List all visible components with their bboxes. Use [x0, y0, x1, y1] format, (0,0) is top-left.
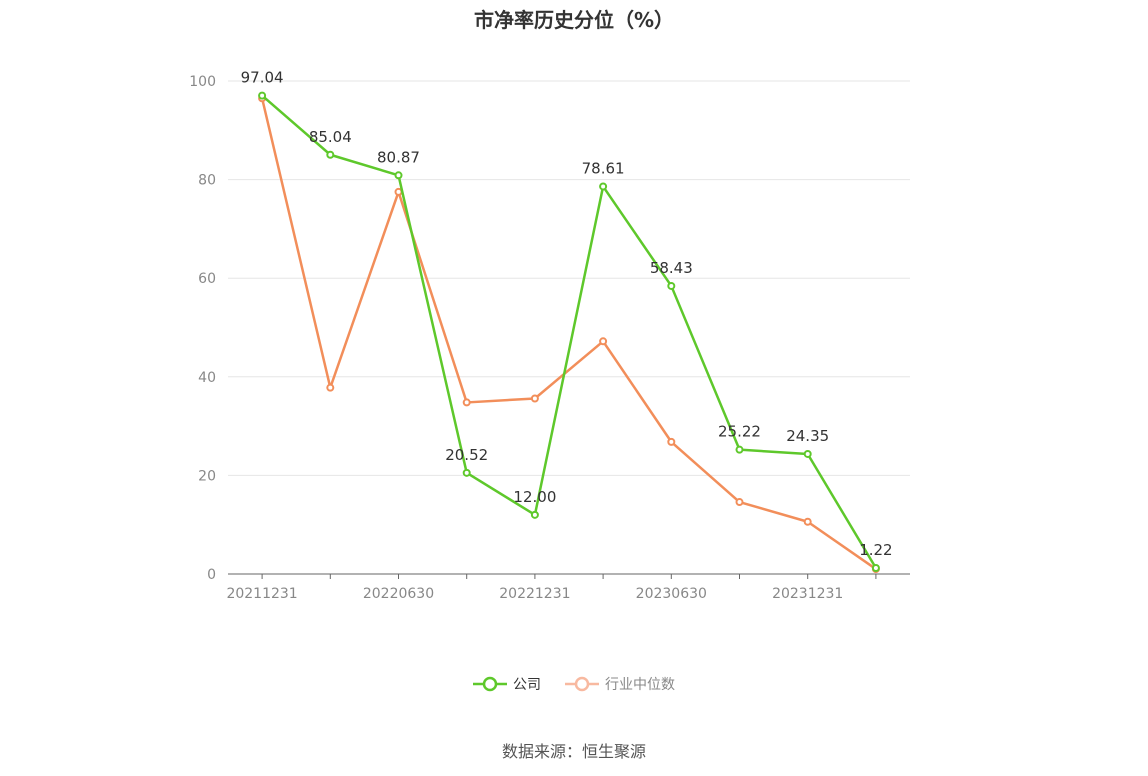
x-tick-label: 20220630	[363, 586, 434, 602]
data-point-company	[530, 510, 539, 519]
data-label: 1.22	[859, 541, 892, 559]
data-label: 97.04	[241, 69, 284, 87]
chart-legend: 公司 行业中位数	[0, 674, 1148, 694]
data-point-industry	[735, 498, 744, 507]
data-point-company	[394, 171, 403, 180]
x-tick-label: 20230630	[636, 586, 707, 602]
x-tick-label: 20231231	[772, 586, 843, 602]
x-tick-label: 20221231	[499, 586, 570, 602]
data-label: 20.52	[445, 446, 488, 464]
data-source: 数据来源：恒生聚源	[501, 742, 646, 761]
y-tick-label: 20	[198, 468, 216, 484]
data-label: 78.61	[582, 159, 625, 177]
y-tick-label: 40	[198, 370, 216, 386]
data-point-industry	[667, 437, 676, 446]
data-point-company	[803, 449, 812, 458]
data-point-industry	[599, 337, 608, 346]
data-label: 85.04	[309, 128, 352, 146]
legend-industry-marker-icon	[565, 676, 599, 692]
data-point-company	[735, 445, 744, 454]
data-label: 25.22	[718, 423, 761, 441]
legend-company-label: 公司	[513, 677, 541, 693]
x-tick-label: 20211231	[226, 586, 297, 602]
y-tick-label: 60	[198, 271, 216, 287]
series-line-company	[261, 94, 877, 569]
data-point-company	[871, 563, 880, 572]
legend-item-company[interactable]: 公司	[473, 674, 541, 694]
legend-item-industry[interactable]: 行业中位数	[565, 674, 675, 694]
data-point-industry	[462, 398, 471, 407]
data-point-company	[667, 281, 676, 290]
data-point-company	[599, 182, 608, 191]
data-label: 24.35	[786, 427, 829, 445]
data-point-company	[462, 468, 471, 477]
data-point-company	[326, 150, 335, 159]
chart-title: 市净率历史分位（%）	[473, 8, 675, 32]
y-tick-label: 80	[198, 173, 216, 189]
data-point-industry	[803, 517, 812, 526]
data-label: 58.43	[650, 259, 693, 277]
legend-company-marker-icon	[473, 676, 507, 692]
data-label: 12.00	[513, 488, 556, 506]
y-tick-label: 0	[207, 567, 216, 583]
data-label: 80.87	[377, 148, 420, 166]
data-point-industry	[530, 394, 539, 403]
legend-industry-label: 行业中位数	[605, 677, 675, 693]
data-point-industry	[326, 383, 335, 392]
line-chart: 0 20 40 60 80 100 20211231 20220630 20221231 2023…	[189, 69, 910, 602]
data-point-company	[258, 91, 267, 100]
series-line-industry	[260, 97, 877, 571]
y-tick-label: 100	[189, 74, 216, 90]
